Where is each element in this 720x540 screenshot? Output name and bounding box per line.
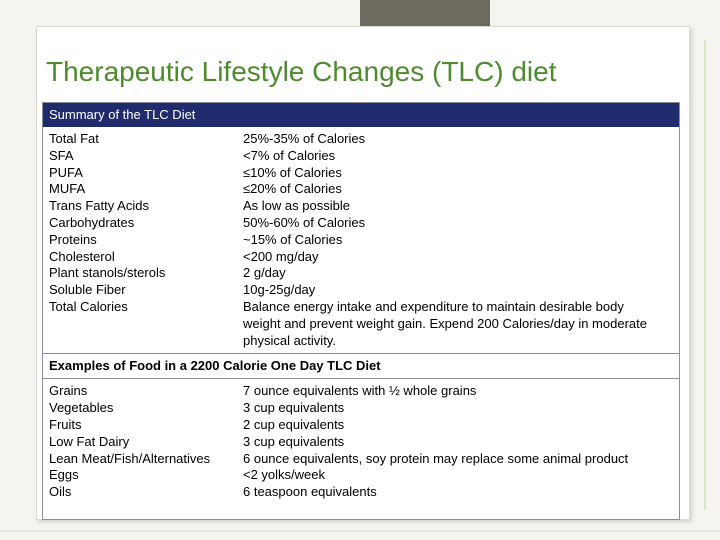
- cell-value: Balance energy intake and expenditure to…: [243, 298, 647, 348]
- cell-value: 7 ounce equivalents with ½ whole grains: [243, 383, 477, 399]
- cell-label: Lean Meat/Fish/Alternatives: [49, 450, 211, 466]
- cell-label: Vegetables: [49, 400, 114, 416]
- cell-value: <2 yolks/week: [243, 467, 326, 483]
- cell-label: SFA: [49, 147, 74, 163]
- table-row: Fruits 2 cup equivalents: [43, 417, 679, 434]
- cell-label: Plant stanols/sterols: [49, 265, 166, 281]
- cell-value: 3 cup equivalents: [243, 400, 345, 416]
- section-body: Total Fat 25%-35% of Calories SFA <7% of Ca…: [43, 127, 679, 353]
- section-header: Summary of the TLC Diet: [43, 103, 679, 127]
- table-row: Proteins ~15% of Calories: [43, 232, 679, 249]
- table-row: Eggs <2 yolks/week: [43, 467, 679, 484]
- cell-value: 6 ounce equivalents, soy protein may rep…: [243, 450, 629, 466]
- cell-label: Cholesterol: [49, 248, 115, 264]
- table-row: Total Fat 25%-35% of Calories: [43, 131, 679, 148]
- table-row: Cholesterol <200 mg/day: [43, 249, 679, 266]
- cell-value: ≤20% of Calories: [243, 181, 342, 197]
- decor-line: [704, 40, 706, 510]
- table-row: Lean Meat/Fish/Alternatives 6 ounce equiv…: [43, 451, 679, 468]
- cell-label: Total Fat: [49, 131, 99, 146]
- section-body: Grains 7 ounce equivalents with ½ whole g…: [43, 379, 679, 519]
- table: Summary of the TLC Diet Total Fat 25%-35% …: [42, 102, 680, 520]
- cell-label: Soluble Fiber: [49, 282, 126, 298]
- cell-value: ≤10% of Calories: [243, 164, 342, 180]
- table-row: Vegetables 3 cup equivalents: [43, 400, 679, 417]
- section-header: Examples of Food in a 2200 Calorie One D…: [43, 353, 679, 380]
- cell-label: Total Calories: [49, 298, 128, 314]
- table-row: Oils 6 teaspoon equivalents: [43, 484, 679, 501]
- cell-label: Eggs: [49, 467, 79, 483]
- cell-value: 3 cup equivalents: [243, 433, 345, 449]
- cell-value: <200 mg/day: [243, 248, 319, 264]
- cell-label: Carbohydrates: [49, 214, 135, 230]
- cell-label: Oils: [49, 484, 72, 500]
- cell-label: Trans Fatty Acids: [49, 198, 149, 214]
- cell-label: MUFA: [49, 181, 86, 197]
- table-row: Grains 7 ounce equivalents with ½ whole g…: [43, 383, 679, 400]
- cell-value: 25%-35% of Calories: [243, 131, 366, 146]
- cell-value: 10g-25g/day: [243, 282, 316, 298]
- table-row: Soluble Fiber 10g-25g/day: [43, 282, 679, 299]
- table-row: Carbohydrates 50%-60% of Calories: [43, 215, 679, 232]
- decor-line: [0, 530, 720, 532]
- table-row: Plant stanols/sterols 2 g/day: [43, 265, 679, 282]
- cell-value: As low as possible: [243, 198, 350, 214]
- cell-label: Low Fat Dairy: [49, 433, 130, 449]
- cell-label: Fruits: [49, 416, 82, 432]
- cell-value: <7% of Calories: [243, 147, 336, 163]
- cell-value: 6 teaspoon equivalents: [243, 484, 377, 500]
- cell-value: ~15% of Calories: [243, 231, 343, 247]
- table-row: Low Fat Dairy 3 cup equivalents: [43, 434, 679, 451]
- cell-value: 50%-60% of Calories: [243, 214, 366, 230]
- cell-label: Proteins: [49, 231, 97, 247]
- cell-label: Grains: [49, 383, 88, 399]
- slide-title: Therapeutic Lifestyle Changes (TLC) diet: [46, 56, 557, 87]
- cell-value: 2 cup equivalents: [243, 416, 345, 432]
- table-row: PUFA ≤10% of Calories: [43, 165, 679, 182]
- table-row: Trans Fatty Acids As low as possible: [43, 198, 679, 215]
- cell-label: PUFA: [49, 164, 83, 180]
- table-row: MUFA ≤20% of Calories: [43, 181, 679, 198]
- table-row: SFA <7% of Calories: [43, 148, 679, 165]
- table-row: Total Calories Balance energy intake and …: [43, 299, 679, 349]
- cell-value: 2 g/day: [243, 265, 286, 281]
